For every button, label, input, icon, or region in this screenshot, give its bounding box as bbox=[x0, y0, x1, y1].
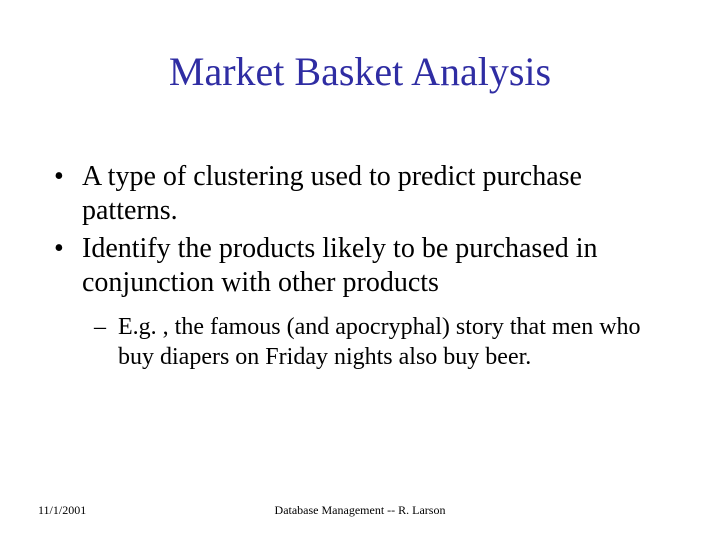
bullet-level2: – E.g. , the famous (and apocryphal) sto… bbox=[94, 312, 674, 372]
bullet-level1: • Identify the products likely to be pur… bbox=[54, 232, 674, 300]
bullet-text: E.g. , the famous (and apocryphal) story… bbox=[118, 312, 674, 372]
slide-body: • A type of clustering used to predict p… bbox=[54, 160, 674, 372]
bullet-level1: • A type of clustering used to predict p… bbox=[54, 160, 674, 228]
bullet-marker: – bbox=[94, 312, 118, 342]
footer-author: Database Management -- R. Larson bbox=[0, 503, 720, 518]
bullet-marker: • bbox=[54, 232, 82, 266]
bullet-marker: • bbox=[54, 160, 82, 194]
slide-title: Market Basket Analysis bbox=[0, 48, 720, 95]
slide-container: Market Basket Analysis • A type of clust… bbox=[0, 0, 720, 540]
bullet-text: A type of clustering used to predict pur… bbox=[82, 160, 674, 228]
bullet-text: Identify the products likely to be purch… bbox=[82, 232, 674, 300]
